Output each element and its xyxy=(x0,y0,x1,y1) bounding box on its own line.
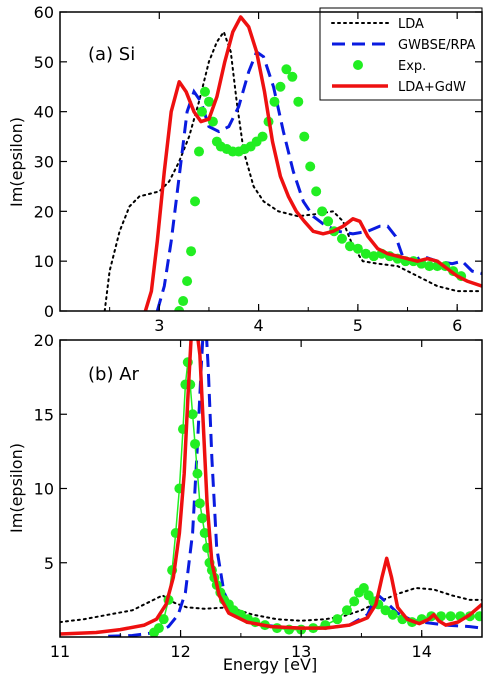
series-exp-si-point xyxy=(269,96,280,107)
plot-area-ar xyxy=(60,340,482,637)
panel-si: (a) Si Im(epsilon) xyxy=(7,44,135,207)
series-exp-ar-point xyxy=(199,528,210,539)
x-tick-label-ar: 12 xyxy=(170,642,190,661)
series-exp-si-point xyxy=(178,296,189,307)
y-tick-label-ar: 10 xyxy=(34,480,54,499)
series-exp-si-point xyxy=(203,96,214,107)
series-exp-si-point xyxy=(194,146,205,157)
series-exp-si-point xyxy=(311,186,322,197)
series-exp-ar-point xyxy=(194,498,205,509)
x-tick-label-si: 6 xyxy=(452,316,462,335)
series-gdw-si xyxy=(143,15,482,311)
series-exp-ar-point xyxy=(349,596,360,607)
series-exp-si-point xyxy=(275,81,286,92)
series-exp-si xyxy=(174,64,467,311)
x-tick-label-ar: 13 xyxy=(291,642,311,661)
series-exp-si-point xyxy=(174,306,185,311)
y-tick-label-si: 20 xyxy=(34,202,54,221)
series-exp-ar-point xyxy=(358,582,369,593)
x-tick-label-si: 5 xyxy=(353,316,363,335)
y-tick-label-si: 30 xyxy=(34,153,54,172)
series-exp-ar-point xyxy=(341,605,352,616)
series-exp-si-point xyxy=(257,131,268,142)
panel-ar: (b) Ar Im(epsilon) Energy [eV] xyxy=(7,364,317,674)
legend-label-exp: Exp. xyxy=(398,59,426,74)
y-tick-label-si: 40 xyxy=(34,103,54,122)
ylabel-si: Im(epsilon) xyxy=(7,117,26,207)
panel-label-si: (a) Si xyxy=(88,44,135,65)
series-exp-ar-point xyxy=(332,614,343,625)
series-exp-si-point xyxy=(317,206,328,217)
y-tick-label-si: 50 xyxy=(34,53,54,72)
plot-area-si xyxy=(103,15,482,311)
x-tick-label-ar: 14 xyxy=(412,642,432,661)
xlabel-ar: Energy [eV] xyxy=(223,655,317,674)
series-exp-ar-point xyxy=(153,623,164,634)
y-tick-label-si: 10 xyxy=(34,252,54,271)
legend-label-lda: LDA xyxy=(398,17,424,32)
legend: LDA GWBSE/RPA Exp. LDA+GdW xyxy=(319,7,483,101)
series-exp-ar-point xyxy=(158,614,169,625)
ylabel-ar: Im(epsilon) xyxy=(7,443,26,533)
series-exp-ar-point xyxy=(187,409,198,420)
y-tick-label-si: 0 xyxy=(44,302,54,321)
series-exp-si-point xyxy=(196,106,207,117)
series-exp-si-point xyxy=(305,161,316,172)
panel-label-ar: (b) Ar xyxy=(88,364,140,385)
series-exp-si-point xyxy=(182,276,193,287)
y-tick-label-ar: 15 xyxy=(34,405,54,424)
series-exp-si-point xyxy=(186,246,197,257)
series-exp-si-point xyxy=(299,131,310,142)
series-exp-si-point xyxy=(336,233,347,244)
y-tick-label-ar: 5 xyxy=(44,554,54,573)
series-exp-ar-point xyxy=(192,468,203,479)
series-gwbse-ar xyxy=(108,340,482,637)
x-tick-label-si: 4 xyxy=(253,316,263,335)
legend-label-gdw: LDA+GdW xyxy=(398,80,466,95)
series-exp-si-point xyxy=(190,196,201,207)
series-exp-ar-point xyxy=(380,605,391,616)
series-exp-si-point xyxy=(281,64,292,75)
series-exp-si-point xyxy=(344,241,355,252)
series-lda-ar xyxy=(60,586,482,624)
series-exp-si-point xyxy=(293,96,304,107)
series-exp-si-point xyxy=(323,216,334,227)
series-gdw-ar xyxy=(60,340,482,636)
series-lda-si xyxy=(103,29,482,311)
series-exp-ar-point xyxy=(387,609,398,620)
y-tick-label-si: 60 xyxy=(34,3,54,22)
y-tick-label-ar: 20 xyxy=(34,331,54,350)
series-exp-ar-point xyxy=(197,513,208,524)
series-exp-ar-point xyxy=(190,438,201,449)
series-exp-ar-point xyxy=(474,611,482,622)
series-exp-ar-point xyxy=(445,611,456,622)
legend-label-gwbse: GWBSE/RPA xyxy=(398,38,476,53)
x-tick-label-ar: 11 xyxy=(50,642,70,661)
series-exp-si-point xyxy=(352,243,363,254)
series-exp-si-point xyxy=(287,71,298,82)
series-exp-si-point xyxy=(199,86,210,97)
series-exp-si-point xyxy=(360,248,371,259)
x-tick-label-si: 3 xyxy=(154,316,164,335)
series-exp-si-point xyxy=(424,261,435,272)
series-exp-ar xyxy=(149,357,482,637)
series-exp-si-point xyxy=(368,251,379,262)
legend-marker-exp xyxy=(353,60,363,70)
